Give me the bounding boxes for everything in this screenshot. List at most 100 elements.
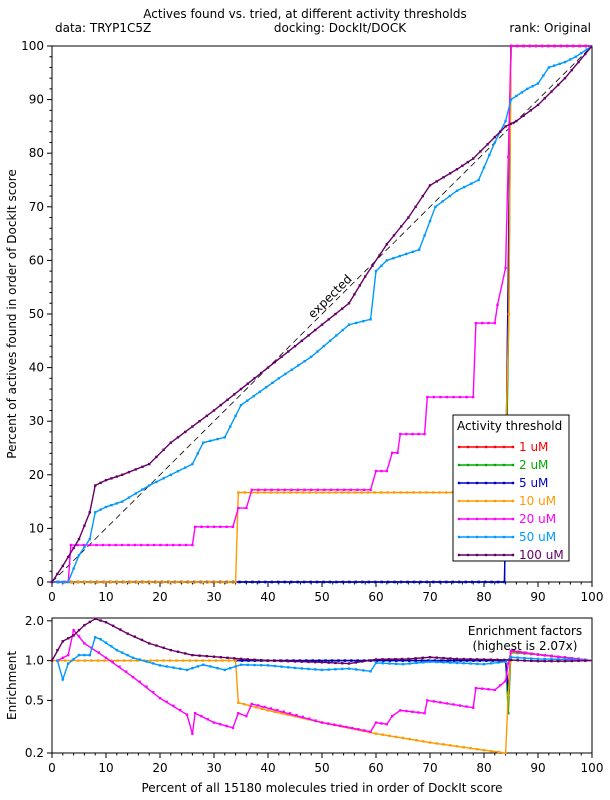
legend-swatch-marker	[466, 499, 470, 503]
enrichment-point	[536, 653, 540, 656]
main-point	[504, 266, 507, 270]
main-point	[411, 250, 414, 254]
main-point	[104, 505, 108, 509]
main-point	[374, 469, 378, 473]
main-x-tick-label: 30	[206, 590, 221, 604]
main-point	[172, 543, 175, 547]
enrichment-point	[179, 667, 182, 670]
enrichment-point	[202, 663, 205, 666]
main-point	[56, 580, 59, 584]
enrichment-y-tick-label: 2.0	[25, 614, 44, 628]
legend-swatch-marker	[457, 517, 461, 521]
main-point	[426, 395, 429, 399]
main-point	[115, 475, 118, 478]
main-point	[50, 580, 54, 584]
enrichment-point	[361, 660, 364, 663]
enrichment-point	[175, 659, 178, 662]
main-point	[277, 580, 280, 584]
enrichment-point	[469, 746, 472, 750]
main-point	[206, 525, 209, 528]
main-point	[392, 234, 396, 237]
enrichment-point	[496, 658, 499, 661]
enrichment-point	[399, 709, 402, 712]
enrichment-point	[184, 652, 187, 655]
enrichment-point	[369, 670, 372, 673]
enrichment-point	[269, 707, 273, 710]
enrichment-point	[50, 659, 54, 662]
enrichment-point	[263, 705, 266, 709]
main-point	[559, 44, 563, 48]
enrichment-point	[476, 747, 479, 751]
main-point	[406, 580, 409, 584]
enrichment-point	[83, 653, 86, 657]
main-point	[246, 382, 249, 385]
main-point	[309, 580, 312, 584]
main-point	[265, 386, 268, 389]
enrichment-point	[293, 714, 297, 718]
main-point	[341, 307, 344, 310]
enrichment-point	[256, 704, 260, 707]
enrichment-point	[381, 733, 384, 736]
main-point	[251, 580, 254, 584]
enrichment-point	[428, 660, 432, 663]
main-point	[393, 580, 396, 584]
enrichment-point	[90, 659, 93, 662]
legend-swatch-marker	[466, 553, 470, 557]
enrichment-point	[67, 637, 70, 640]
main-point	[175, 580, 178, 584]
enrichment-x-tick-label: 10	[98, 761, 113, 775]
enrichment-point	[452, 659, 456, 662]
enrichment-point	[339, 724, 342, 727]
main-point	[487, 321, 490, 325]
legend-swatch-marker	[511, 445, 515, 449]
enrichment-subtitle: (highest is 2.07x)	[473, 639, 578, 653]
enrichment-point	[131, 656, 135, 659]
enrichment-point	[469, 662, 472, 665]
main-point	[188, 580, 191, 584]
main-point	[362, 319, 365, 323]
main-point	[257, 488, 260, 492]
legend-swatch-marker	[502, 463, 506, 467]
main-point	[412, 580, 416, 584]
enrichment-point	[214, 659, 218, 662]
enrichment-point	[119, 628, 122, 631]
legend-swatch-marker	[493, 499, 497, 503]
enrichment-point	[530, 659, 533, 663]
main-point	[439, 395, 442, 399]
enrichment-point	[229, 666, 232, 670]
enrichment-point	[287, 666, 290, 669]
main-point	[540, 44, 544, 48]
main-point	[431, 491, 435, 494]
enrichment-point	[411, 710, 414, 713]
main-x-tick-label: 80	[476, 590, 491, 604]
enrichment-point	[155, 644, 158, 647]
main-point	[72, 567, 75, 570]
main-point	[504, 125, 507, 128]
main-point	[347, 302, 351, 305]
legend-entry-100-um: 100 uM	[519, 548, 564, 562]
main-point	[205, 414, 208, 418]
enrichment-point	[165, 665, 168, 668]
enrichment-point	[88, 653, 91, 657]
enrichment-point	[478, 659, 482, 662]
enrichment-point	[428, 656, 432, 659]
enrichment-point	[172, 666, 175, 669]
main-point	[296, 580, 299, 584]
enrichment-point	[503, 658, 506, 662]
enrichment-point	[227, 659, 231, 662]
main-point	[239, 387, 243, 391]
enrichment-x-tick-label: 60	[368, 761, 383, 775]
main-point	[148, 462, 151, 466]
main-point	[297, 364, 300, 367]
enrichment-point	[245, 714, 248, 718]
enrichment-point	[250, 702, 253, 706]
main-point	[169, 441, 172, 444]
main-point	[56, 572, 59, 576]
enrichment-point	[152, 662, 155, 665]
main-y-tick-label: 0	[36, 575, 44, 589]
enrichment-point	[472, 706, 475, 709]
enrichment-point	[481, 687, 484, 690]
main-point	[386, 491, 389, 494]
legend-swatch-marker	[493, 445, 497, 449]
enrichment-point	[550, 659, 553, 663]
